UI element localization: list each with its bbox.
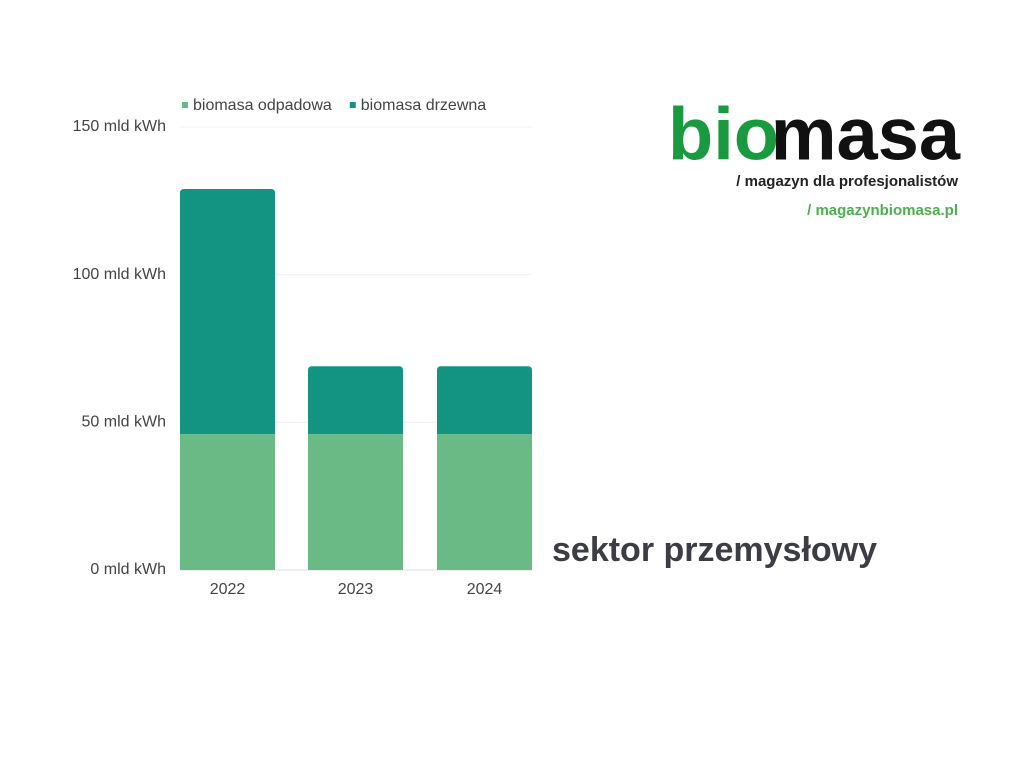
y-tick-label: 150 mld kWh bbox=[73, 118, 166, 135]
logo-url: / magazynbiomasa.pl bbox=[807, 202, 958, 219]
x-tick-label: 2023 bbox=[338, 581, 374, 598]
bar-segment bbox=[437, 434, 532, 570]
bar-segment bbox=[180, 189, 275, 435]
y-tick-label: 0 mld kWh bbox=[90, 561, 166, 578]
x-tick-label: 2022 bbox=[210, 581, 246, 598]
legend-marker bbox=[349, 102, 356, 108]
bar-segment bbox=[308, 434, 403, 570]
legend-label: biomasa odpadowa bbox=[193, 97, 332, 114]
logo-bio: bio bbox=[668, 93, 779, 176]
x-tick-label: 2024 bbox=[467, 581, 503, 598]
bar-segment bbox=[180, 434, 275, 570]
annotation: sektor przemysłowy bbox=[552, 531, 877, 569]
legend-marker bbox=[182, 102, 188, 108]
bar-segment bbox=[308, 366, 403, 435]
logo-tagline: / magazyn dla profesjonalistów bbox=[736, 173, 958, 190]
legend-label: biomasa drzewna bbox=[361, 97, 487, 114]
y-tick-label: 100 mld kWh bbox=[73, 266, 166, 283]
y-tick-label: 50 mld kWh bbox=[82, 414, 166, 431]
logo-masa: masa bbox=[771, 93, 961, 176]
bar-segment bbox=[437, 366, 532, 435]
